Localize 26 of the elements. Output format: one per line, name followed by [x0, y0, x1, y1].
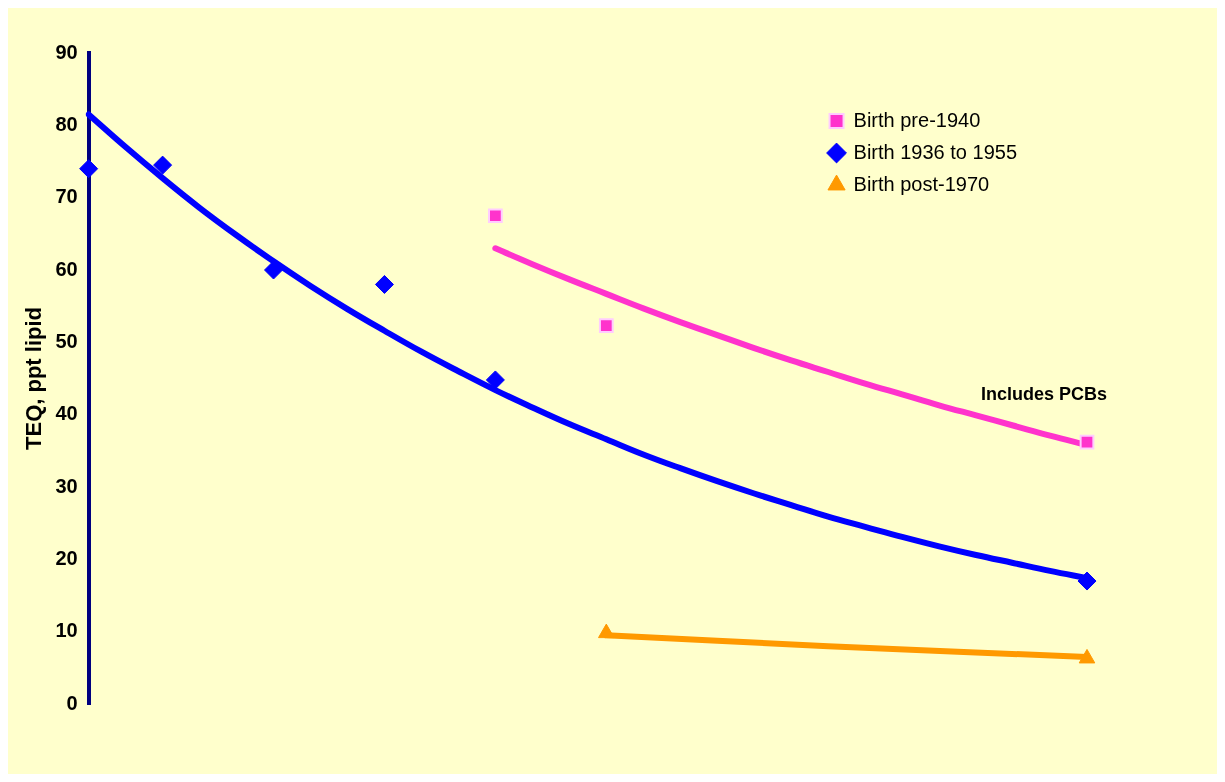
point: [1078, 648, 1096, 664]
point: [1077, 571, 1097, 591]
y-tick-label: 70: [55, 185, 78, 208]
y-tick-label: 10: [55, 619, 78, 642]
legend-label: Birth 1936 to 1955: [853, 140, 1018, 163]
y-tick-label: 90: [55, 40, 78, 63]
y-axis-title: TEQ, ppt lipid: [21, 307, 47, 450]
y-tick-label: 30: [55, 474, 78, 497]
y-tick-label: 20: [55, 546, 78, 569]
y-tick-label: 40: [55, 402, 78, 425]
point: [598, 623, 615, 639]
annotation: Includes PCBs: [980, 383, 1107, 404]
y-tick-label: 60: [55, 257, 78, 280]
point: [153, 155, 173, 175]
point: [485, 370, 505, 390]
point: [264, 260, 284, 280]
y-tick-label: 50: [55, 329, 78, 352]
y-tick-label: 0: [66, 691, 78, 714]
point: [79, 159, 99, 179]
point: [488, 208, 503, 224]
point: [374, 274, 394, 294]
point: [1079, 434, 1095, 450]
point: [598, 318, 614, 334]
legend-label: Birth post-1970: [853, 172, 990, 195]
legend-label: Birth pre-1940: [853, 108, 981, 131]
y-tick-label: 80: [55, 112, 78, 135]
